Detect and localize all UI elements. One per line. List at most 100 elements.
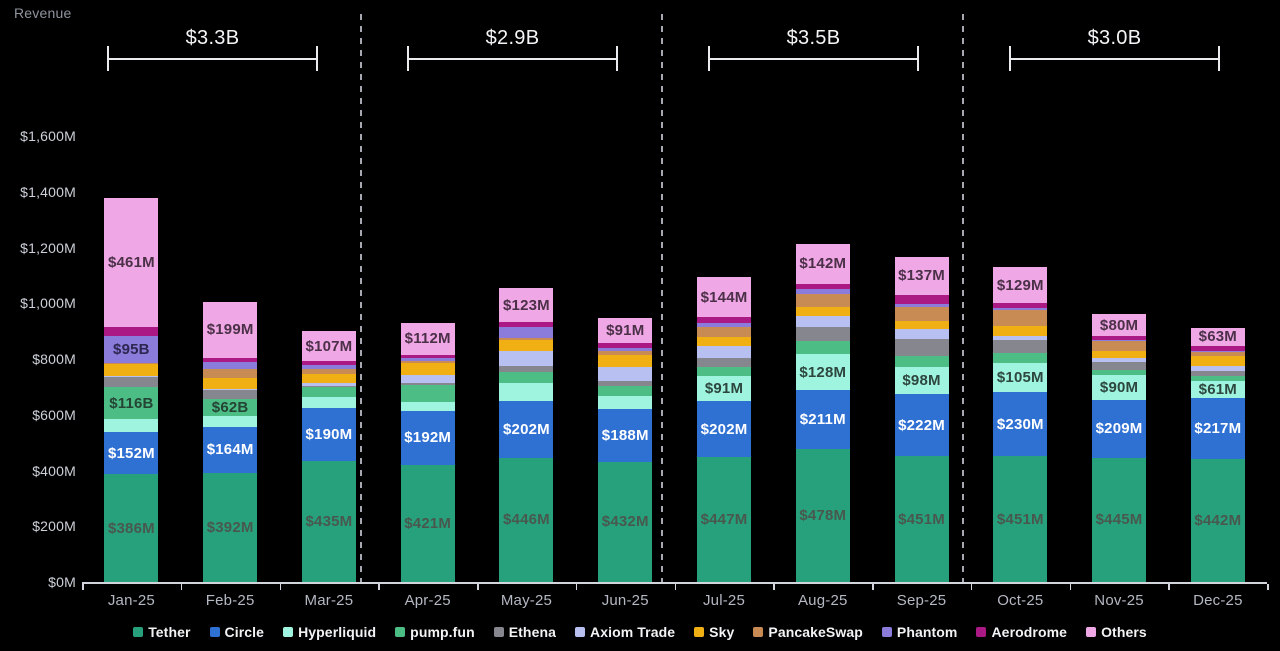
bar-segment[interactable] xyxy=(1092,361,1147,371)
bar-segment[interactable]: $432M xyxy=(598,461,653,582)
bar-segment[interactable] xyxy=(499,337,554,341)
bar-segment[interactable]: $164M xyxy=(203,427,258,473)
bar-segment[interactable]: $80M xyxy=(1092,314,1147,337)
bar-segment[interactable] xyxy=(400,363,455,375)
bar-segment[interactable]: $230M xyxy=(993,392,1048,457)
legend-item-pancakeswap[interactable]: PancakeSwap xyxy=(753,624,863,640)
bar-segment[interactable]: $446M xyxy=(499,457,554,582)
bar-segment[interactable] xyxy=(400,354,455,359)
legend-item-sky[interactable]: Sky xyxy=(694,624,734,640)
bar-segment[interactable] xyxy=(203,415,258,427)
bar-segment[interactable] xyxy=(598,354,653,368)
bar-segment[interactable] xyxy=(104,376,159,377)
bar-segment[interactable]: $447M xyxy=(697,457,751,582)
bar-segment[interactable] xyxy=(894,307,949,321)
bar-segment[interactable] xyxy=(301,385,356,388)
bar-segment[interactable] xyxy=(499,350,554,366)
bar-segment[interactable] xyxy=(993,352,1048,363)
bar-segment[interactable] xyxy=(795,340,850,355)
bar-segment[interactable] xyxy=(598,348,653,352)
bar-segment[interactable] xyxy=(400,360,455,364)
bar-segment[interactable] xyxy=(203,389,258,391)
bar-segment[interactable] xyxy=(499,340,554,351)
bar-segment[interactable] xyxy=(1092,370,1147,375)
bar-segment[interactable] xyxy=(1190,365,1245,371)
bar-segment[interactable]: $392M xyxy=(203,472,258,582)
bar-segment[interactable] xyxy=(104,376,159,388)
bar-segment[interactable] xyxy=(993,303,1048,309)
bar-segment[interactable]: $478M xyxy=(795,448,850,582)
legend-item-circle[interactable]: Circle xyxy=(209,624,265,640)
bar-segment[interactable] xyxy=(697,326,751,338)
bar-segment[interactable] xyxy=(697,317,751,324)
bar-segment[interactable] xyxy=(795,283,850,289)
bar-segment[interactable]: $451M xyxy=(993,456,1048,582)
bar-segment[interactable] xyxy=(598,343,653,349)
bar-segment[interactable]: $188M xyxy=(598,409,653,462)
bar-segment[interactable] xyxy=(499,327,554,338)
bar-segment[interactable] xyxy=(400,358,455,361)
bar-segment[interactable]: $152M xyxy=(104,432,159,475)
bar-segment[interactable]: $129M xyxy=(993,267,1048,304)
bar-segment[interactable]: $445M xyxy=(1092,457,1147,582)
bar-segment[interactable]: $192M xyxy=(400,411,455,465)
bar-segment[interactable]: $451M xyxy=(894,456,949,582)
bar-segment[interactable] xyxy=(993,309,1048,327)
bar-segment[interactable]: $61M xyxy=(1190,381,1245,399)
bar-segment[interactable] xyxy=(1190,370,1245,376)
bar-segment[interactable] xyxy=(1190,351,1245,353)
bar-segment[interactable] xyxy=(400,401,455,412)
bar-segment[interactable]: $95B xyxy=(104,336,159,363)
bar-segment[interactable] xyxy=(301,360,356,366)
bar-segment[interactable] xyxy=(203,390,258,399)
legend-item-ethena[interactable]: Ethena xyxy=(493,624,556,640)
bar-segment[interactable]: $142M xyxy=(795,244,850,284)
bar-segment[interactable]: $144M xyxy=(697,277,751,318)
legend-item-hyperliquid[interactable]: Hyperliquid xyxy=(283,624,376,640)
bar-segment[interactable] xyxy=(1092,357,1147,362)
bar-segment[interactable] xyxy=(1190,352,1245,356)
bar-segment[interactable]: $90M xyxy=(1092,374,1147,400)
bar-segment[interactable] xyxy=(499,365,554,373)
bar-segment[interactable] xyxy=(598,385,653,396)
bar-segment[interactable] xyxy=(598,380,653,386)
bar-segment[interactable]: $91M xyxy=(598,318,653,344)
bar-segment[interactable] xyxy=(1190,355,1245,366)
bar-segment[interactable]: $222M xyxy=(894,394,949,457)
bar-segment[interactable] xyxy=(400,382,455,386)
bar-segment[interactable] xyxy=(894,329,949,340)
legend-item-pump-fun[interactable]: pump.fun xyxy=(395,624,475,640)
bar-segment[interactable] xyxy=(104,419,159,433)
bar-segment[interactable] xyxy=(203,377,258,390)
bar-segment[interactable] xyxy=(499,383,554,402)
legend-item-aerodrome[interactable]: Aerodrome xyxy=(976,624,1067,640)
bar-segment[interactable]: $217M xyxy=(1190,398,1245,459)
bar-segment[interactable] xyxy=(894,355,949,368)
legend-item-tether[interactable]: Tether xyxy=(133,624,190,640)
bar-segment[interactable] xyxy=(697,345,751,359)
bar-segment[interactable] xyxy=(795,315,850,328)
bar-segment[interactable] xyxy=(1092,340,1147,341)
bar-segment[interactable] xyxy=(1092,336,1147,341)
bar-segment[interactable] xyxy=(697,367,751,376)
bar-segment[interactable]: $91M xyxy=(697,375,751,402)
bar-segment[interactable]: $421M xyxy=(400,464,455,582)
bar-segment[interactable]: $190M xyxy=(301,407,356,461)
bar-segment[interactable]: $202M xyxy=(697,401,751,458)
bar-segment[interactable]: $461M xyxy=(104,198,159,327)
legend-item-others[interactable]: Others xyxy=(1086,624,1147,640)
bar-segment[interactable] xyxy=(697,323,751,327)
bar-segment[interactable]: $435M xyxy=(301,460,356,582)
bar-segment[interactable] xyxy=(993,326,1048,337)
bar-segment[interactable] xyxy=(301,397,356,408)
bar-segment[interactable] xyxy=(499,322,554,328)
bar-segment[interactable] xyxy=(697,358,751,368)
bar-segment[interactable] xyxy=(301,365,356,369)
bar-segment[interactable] xyxy=(993,336,1048,341)
bar-segment[interactable] xyxy=(1190,375,1245,382)
bar-segment[interactable]: $199M xyxy=(203,302,258,358)
legend-item-axiom-trade[interactable]: Axiom Trade xyxy=(575,624,675,640)
bar-segment[interactable] xyxy=(894,304,949,308)
bar-segment[interactable] xyxy=(894,339,949,356)
bar-segment[interactable] xyxy=(1092,351,1147,358)
